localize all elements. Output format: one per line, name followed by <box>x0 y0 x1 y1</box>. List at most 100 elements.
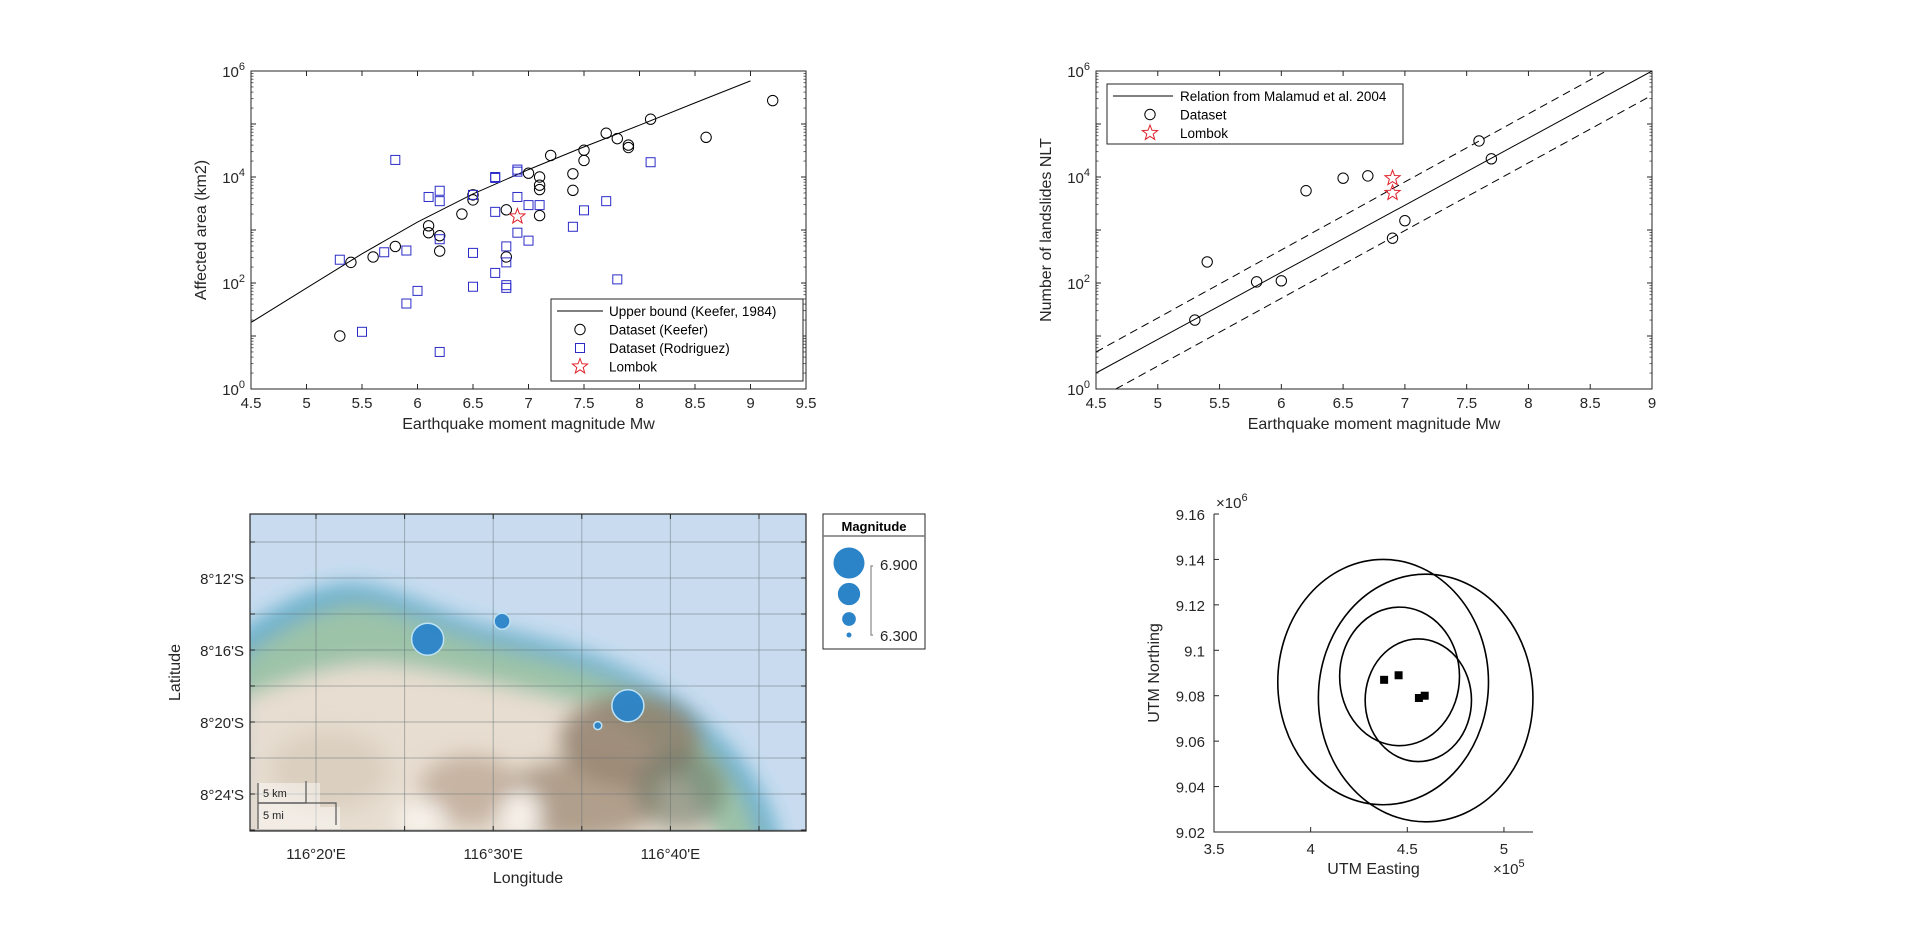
scale-bar-km-label: 5 km <box>263 788 287 800</box>
legend-label: Lombok <box>1180 126 1228 141</box>
x-tick-label: 7 <box>1401 395 1409 412</box>
longitude-tick-label: 116°40'E <box>641 846 700 863</box>
map-grid <box>250 514 806 831</box>
data-point-circle <box>1189 314 1201 326</box>
data-point-square <box>390 154 401 165</box>
y-axis-label: UTM Northing <box>1146 623 1163 723</box>
y-tick-label: 9.12 <box>1176 598 1205 615</box>
data-point-circle <box>767 94 779 107</box>
uncertainty-ellipse <box>1364 638 1473 763</box>
data-point-circle <box>545 149 557 162</box>
longitude-tick-label: 116°30'E <box>463 846 522 863</box>
map-bubbles <box>410 612 645 731</box>
epicenter-point <box>1380 675 1389 684</box>
data-point-circle <box>1386 232 1399 244</box>
data-point-star <box>508 207 527 225</box>
x-tick-label: 4.5 <box>1086 395 1107 412</box>
data-point-circle <box>578 154 590 167</box>
legend-bubble <box>842 612 856 626</box>
data-point-circle <box>434 230 446 242</box>
plot-series <box>251 80 779 357</box>
data-point-square <box>579 205 589 216</box>
data-point-circle <box>434 245 446 257</box>
legend-box <box>550 298 804 382</box>
data-point-circle <box>345 256 357 269</box>
y-tick-label: 104 <box>222 167 245 187</box>
y-tick-label: 9.08 <box>1176 689 1205 706</box>
data-point-star <box>1383 183 1402 201</box>
y-tick-label: 106 <box>1067 61 1090 81</box>
data-point-circle <box>422 220 435 232</box>
data-point-square <box>490 172 501 183</box>
data-point-square <box>434 185 445 196</box>
legend-item: Lombok <box>1141 123 1228 141</box>
y-exponent-label: ×106 <box>1216 492 1248 512</box>
scale-bar-mi-line <box>258 802 337 825</box>
data-point-square <box>334 254 345 265</box>
x-tick-label: 5.5 <box>352 395 373 412</box>
earthquake-bubble <box>410 622 445 656</box>
legend-max-label: 6.900 <box>880 557 918 574</box>
y-tick-label: 9.02 <box>1176 825 1205 842</box>
map-basemap <box>250 514 806 831</box>
x-tick-label: 5.5 <box>1209 395 1230 412</box>
data-point-square <box>357 326 367 337</box>
x-tick-label: 7 <box>524 395 532 412</box>
epicenter-point <box>1414 693 1423 702</box>
legend: Upper bound (Keefer, 1984) Dataset (Keefe… <box>550 298 804 382</box>
legend-item: Dataset <box>1144 108 1227 123</box>
data-point-circle <box>644 113 657 125</box>
x-tick-label: 8.5 <box>685 395 706 412</box>
legend-label: Relation from Malamud et al. 2004 <box>1180 89 1387 104</box>
data-point-square <box>512 166 523 177</box>
magnitude-legend: Magnitude 6.900 6.300 <box>822 513 926 650</box>
data-point-square <box>412 285 423 296</box>
data-point-square <box>645 157 656 168</box>
x-exponent-label: ×105 <box>1493 858 1525 878</box>
y-tick-label: 102 <box>222 273 245 293</box>
x-tick-label: 5 <box>1154 395 1162 412</box>
data-point-circle <box>533 179 546 191</box>
affected-area-chart: 4.5 5 5.5 6 6.5 7 7.5 8 8.5 9 9.5 100 102 104 106 Earth… <box>193 61 816 433</box>
data-point-circle <box>1275 275 1288 287</box>
y-tick-label: 100 <box>222 379 245 399</box>
legend-item: Dataset (Keefer) <box>574 323 708 338</box>
latitude-tick-label: 8°12'S <box>200 571 244 588</box>
data-point-circle <box>367 251 379 263</box>
data-point-square <box>501 241 512 252</box>
data-point-square <box>512 227 523 238</box>
legend-star-icon <box>571 357 589 375</box>
data-point-square <box>468 247 478 258</box>
x-tick-label: 5 <box>302 395 310 412</box>
y-tick-label: 104 <box>1067 167 1090 187</box>
y-tick-label: 9.16 <box>1176 507 1205 524</box>
legend-bubble <box>833 547 865 579</box>
data-point-square <box>401 298 412 309</box>
data-point-circle <box>522 167 535 179</box>
y-tick-label: 100 <box>1067 379 1090 399</box>
data-point-circle <box>1300 185 1312 197</box>
y-tick-label: 9.1 <box>1184 643 1205 660</box>
legend-star-icon <box>1141 123 1159 141</box>
data-point-circle <box>600 127 612 139</box>
x-axis-label: Earthquake moment magnitude Mw <box>1248 416 1501 433</box>
data-point-square <box>468 189 478 200</box>
data-point-circle <box>500 251 512 263</box>
scale-bar-bg <box>258 807 340 829</box>
x-tick-label: 8 <box>1524 395 1532 412</box>
legend-bubble <box>837 582 861 606</box>
legend: Relation from Malamud et al. 2004 Dataset… <box>1106 83 1404 145</box>
data-point-square <box>612 274 623 285</box>
data-point-circle <box>1250 276 1263 288</box>
x-axis-label: Earthquake moment magnitude Mw <box>402 416 655 433</box>
uncertainty-ellipse <box>1276 558 1490 806</box>
y-axis-label: Number of landslides NLT <box>1038 138 1055 322</box>
x-tick-label: 8.5 <box>1580 395 1601 412</box>
legend-label: Dataset (Rodriguez) <box>609 341 730 356</box>
x-tick-label: 4.5 <box>241 395 262 412</box>
x-tick-label: 6.5 <box>463 395 484 412</box>
data-point-square <box>512 191 523 202</box>
data-point-square <box>601 196 612 207</box>
epicenter-point <box>1394 671 1403 680</box>
map-axes-box <box>249 513 807 832</box>
